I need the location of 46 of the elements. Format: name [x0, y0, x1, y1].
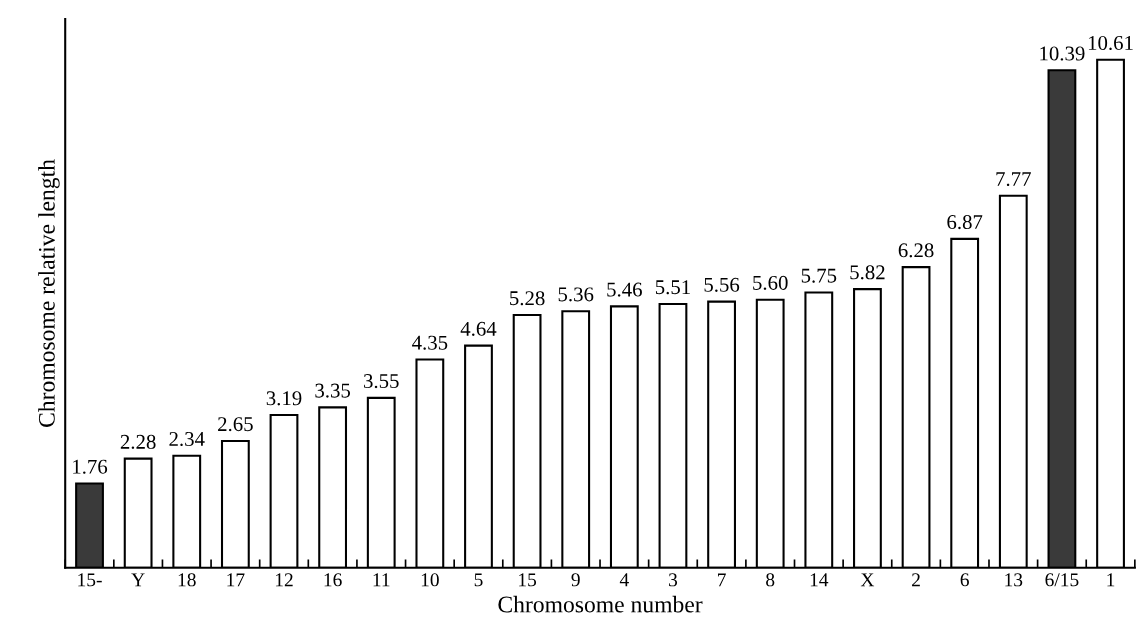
data-label: 10.39 [1040, 46, 1085, 61]
x-tick-label: 4 [619, 573, 629, 587]
data-label: 3.55 [364, 374, 399, 389]
x-tick-label: 14 [810, 573, 829, 587]
x-tick-label: 17 [227, 573, 245, 587]
x-tick-label: 8 [766, 573, 775, 587]
data-label: 3.35 [315, 383, 351, 398]
x-tick-label: Y [131, 573, 145, 587]
data-label: 2.34 [169, 431, 205, 447]
x-tick-label: 9 [571, 573, 580, 587]
data-label: 5.82 [850, 265, 885, 280]
data-label: 5.46 [607, 282, 642, 297]
x-tick-label: 6/15 [1045, 573, 1079, 587]
x-tick-label: 15- [78, 573, 102, 587]
x-tick-label: X [860, 573, 875, 587]
data-label: 5.28 [510, 291, 545, 306]
data-label: 5.51 [655, 280, 690, 295]
data-label: 4.35 [412, 335, 448, 350]
y-axis-title: Chromosome relative length [38, 159, 60, 427]
x-axis-title: Chromosome number [498, 595, 703, 613]
data-label: 10.61 [1088, 35, 1133, 51]
data-label: 7.77 [996, 172, 1031, 187]
x-tick-label: 2 [912, 573, 920, 587]
data-label: 4.64 [460, 321, 497, 336]
data-label: 6.87 [947, 215, 983, 230]
data-label: 5.56 [704, 277, 740, 292]
x-tick-label: 3 [669, 573, 678, 587]
data-label: 1.76 [73, 459, 108, 474]
x-tick-label: 6 [960, 573, 969, 587]
x-tick-label: 5 [474, 573, 483, 587]
x-tick-label: 10 [421, 573, 439, 587]
x-tick-label: 7 [718, 573, 726, 587]
data-label: 5.60 [753, 275, 788, 290]
x-tick-label: 15 [519, 573, 537, 587]
data-label: 2.28 [120, 434, 156, 449]
data-label: 3.19 [266, 391, 302, 406]
data-label: 5.36 [558, 287, 594, 302]
x-tick-label: 13 [1005, 573, 1023, 587]
x-tick-label: 12 [275, 573, 293, 587]
x-tick-label: 11 [373, 573, 390, 587]
x-tick-label: 1 [1107, 573, 1115, 587]
x-tick-label: 18 [178, 573, 196, 587]
data-label: 6.28 [898, 243, 934, 258]
data-label: 2.65 [218, 417, 253, 432]
x-tick-label: 16 [324, 573, 342, 587]
data-label: 5.75 [801, 268, 837, 283]
